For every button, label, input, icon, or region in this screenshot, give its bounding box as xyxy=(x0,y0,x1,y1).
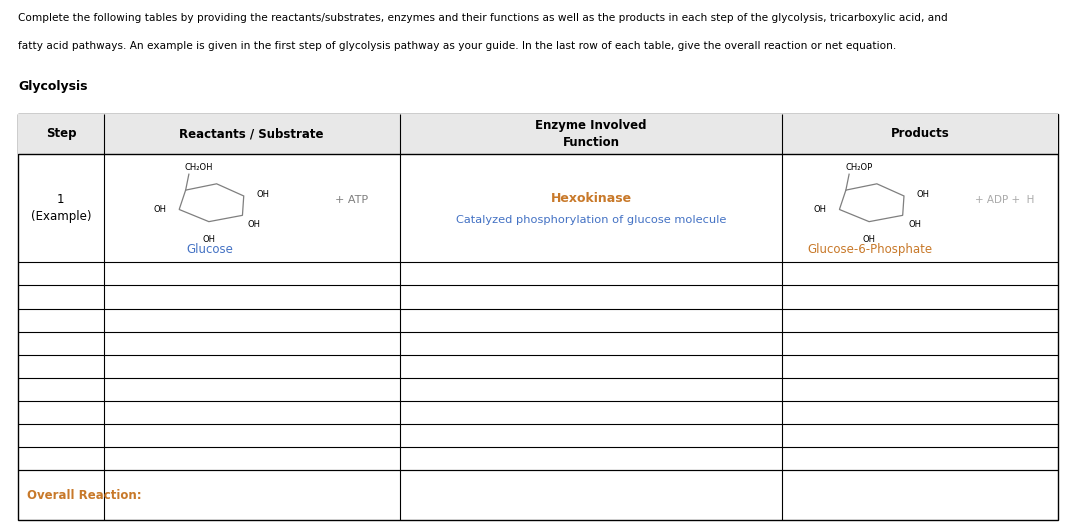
Text: OH: OH xyxy=(813,205,826,214)
Text: Glycolysis: Glycolysis xyxy=(18,80,88,93)
Bar xyxy=(18,114,1058,520)
Text: OH: OH xyxy=(202,235,215,244)
Text: OH: OH xyxy=(908,219,921,228)
Text: + ATP: + ATP xyxy=(335,195,368,205)
Text: OH: OH xyxy=(863,235,876,244)
Text: OH: OH xyxy=(257,190,270,199)
Text: Products: Products xyxy=(891,127,949,140)
Text: OH: OH xyxy=(247,219,260,228)
Text: Overall Reaction:: Overall Reaction: xyxy=(27,489,142,502)
Text: Catalyzed phosphorylation of glucose molecule: Catalyzed phosphorylation of glucose mol… xyxy=(456,215,726,225)
Bar xyxy=(18,114,1058,154)
Text: CH₂OP: CH₂OP xyxy=(845,163,873,172)
Text: Complete the following tables by providing the reactants/substrates, enzymes and: Complete the following tables by providi… xyxy=(18,13,948,23)
Text: 1
(Example): 1 (Example) xyxy=(30,193,91,223)
Text: fatty acid pathways. An example is given in the first step of glycolysis pathway: fatty acid pathways. An example is given… xyxy=(18,41,896,51)
Text: Reactants / Substrate: Reactants / Substrate xyxy=(180,127,324,140)
Text: Enzyme Involved
Function: Enzyme Involved Function xyxy=(535,119,647,149)
Text: + ADP +  H: + ADP + H xyxy=(975,195,1034,205)
Text: Glucose-6-Phosphate: Glucose-6-Phosphate xyxy=(808,243,933,256)
Text: Glucose: Glucose xyxy=(187,243,233,256)
Text: Hexokinase: Hexokinase xyxy=(551,192,632,205)
Text: OH: OH xyxy=(917,190,930,199)
Text: Step: Step xyxy=(45,127,76,140)
Text: OH: OH xyxy=(153,205,167,214)
Text: CH₂OH: CH₂OH xyxy=(184,163,213,172)
